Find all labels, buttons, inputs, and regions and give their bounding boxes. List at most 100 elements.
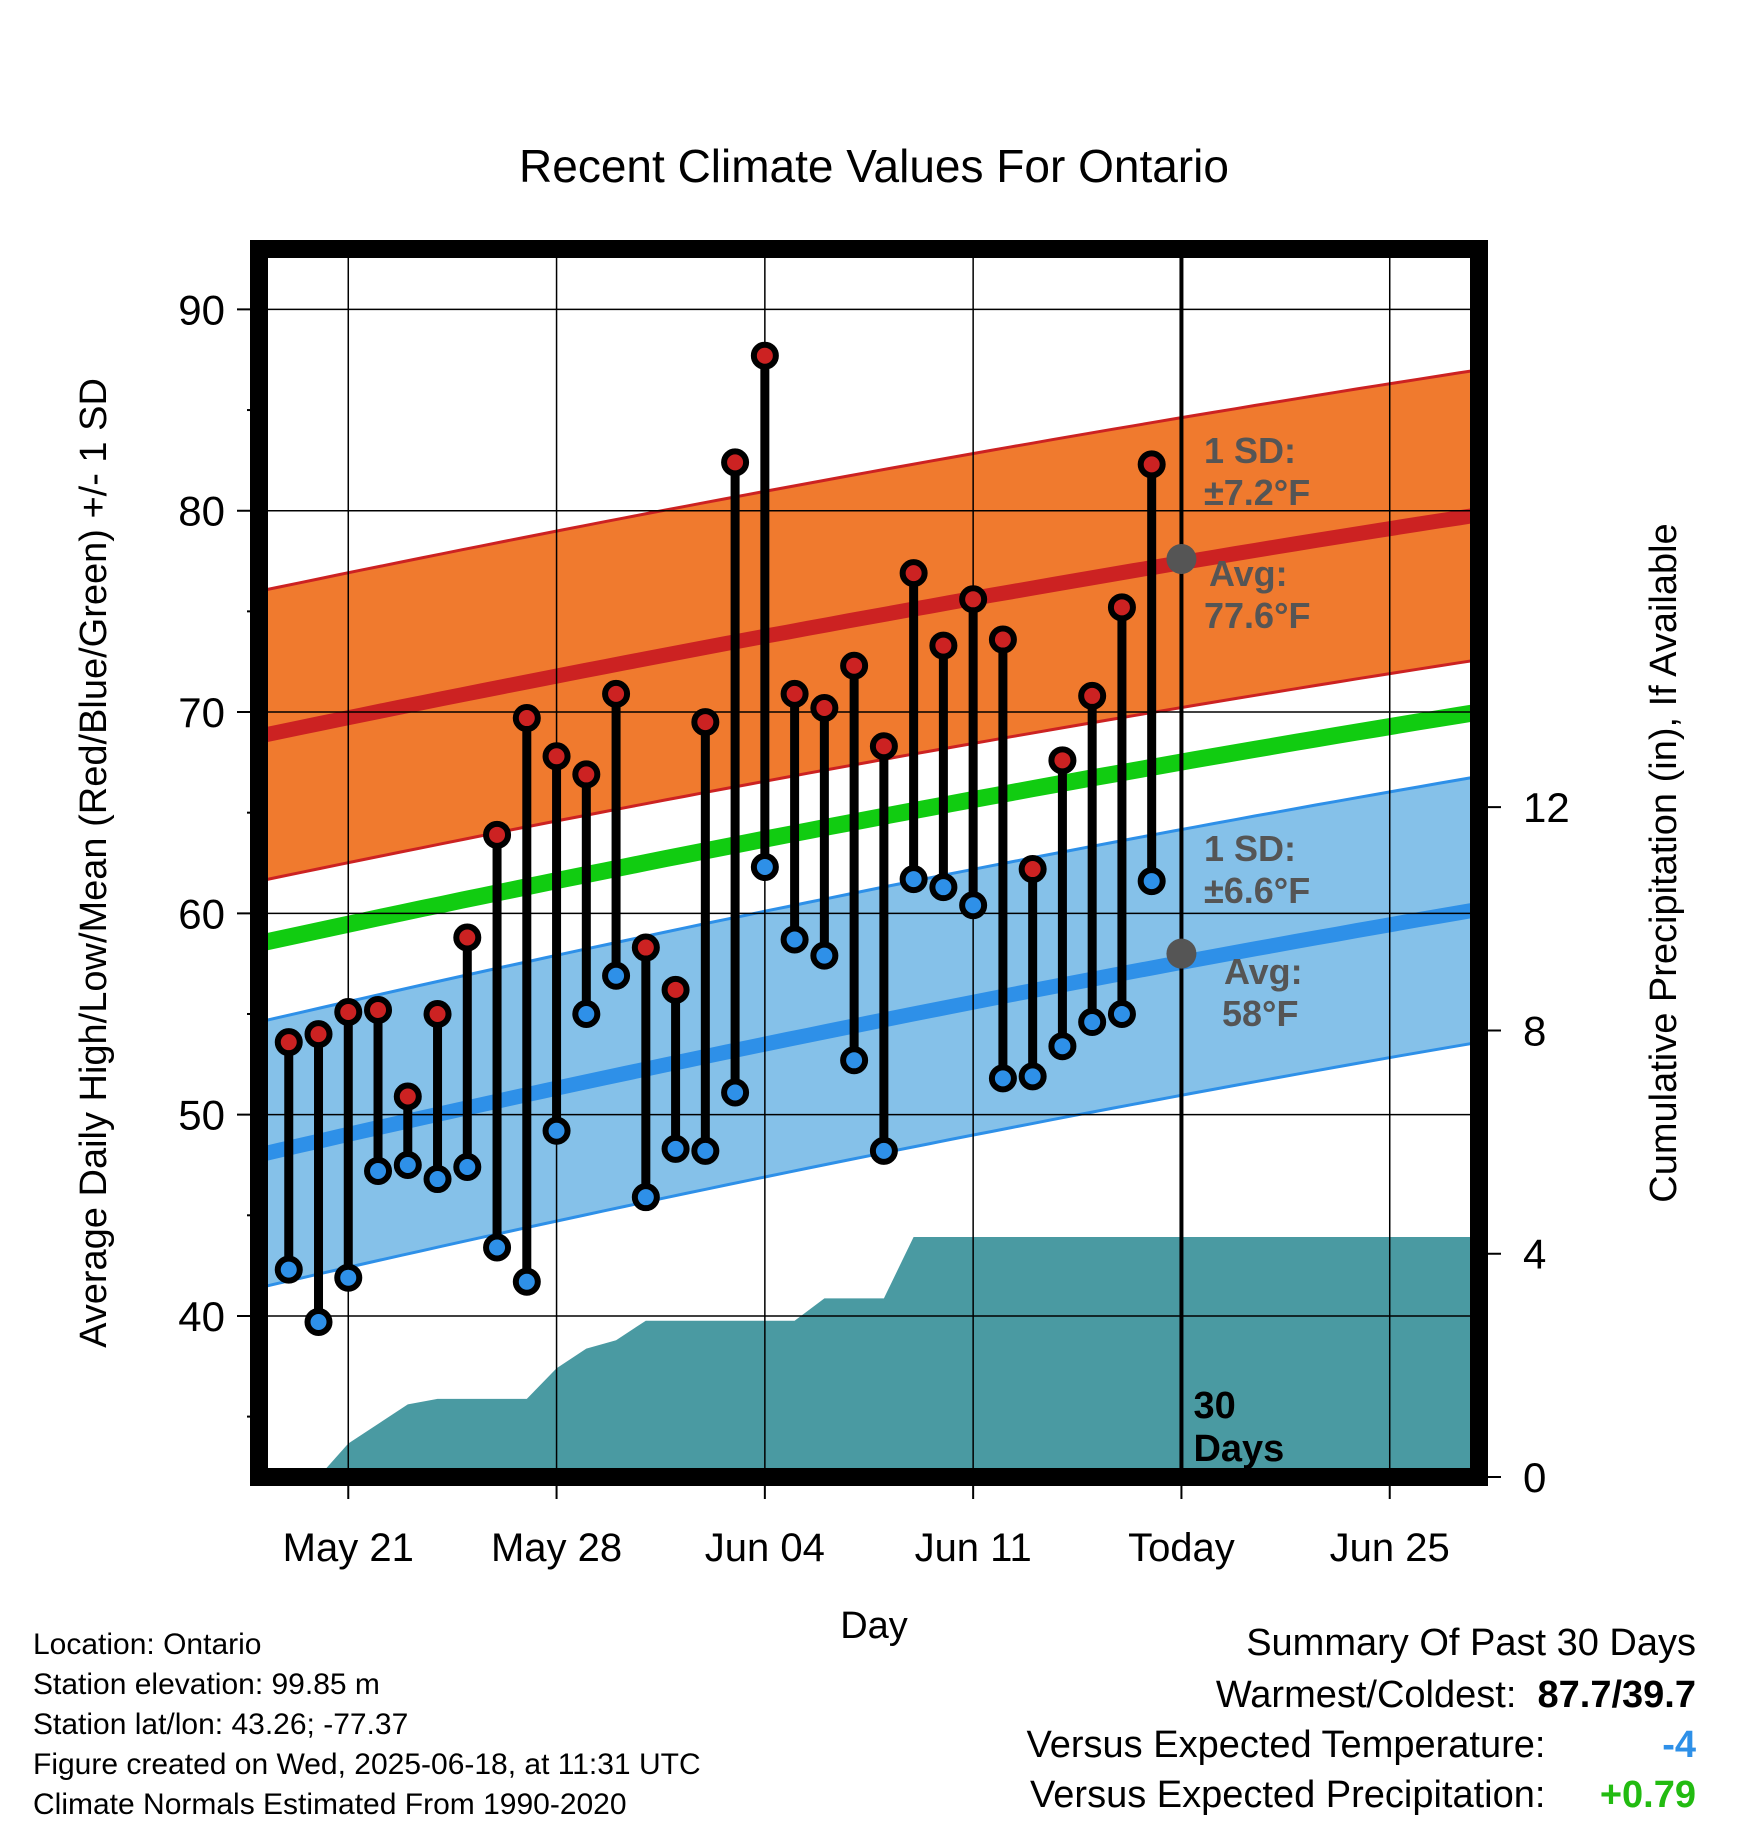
daily-low-point bbox=[840, 1046, 869, 1075]
x-tick-label: Jun 11 bbox=[915, 1526, 1032, 1570]
daily-low-point bbox=[304, 1307, 333, 1336]
today-high-normal-marker bbox=[1166, 544, 1197, 575]
daily-low-point bbox=[1078, 1008, 1107, 1037]
y-tick-label: 40 bbox=[178, 1293, 225, 1340]
daily-high-point bbox=[988, 625, 1017, 654]
daily-high-point bbox=[423, 999, 452, 1028]
info-latlon: Station lat/lon: 43.26; -77.37 bbox=[33, 1708, 409, 1741]
plot-frame bbox=[250, 240, 1488, 1486]
daily-low-point bbox=[1018, 1062, 1047, 1091]
daily-low-point bbox=[483, 1233, 512, 1262]
daily-low-point bbox=[1107, 999, 1136, 1028]
low-band-lower bbox=[259, 1040, 1479, 1290]
summary-precip-label: Versus Expected Precipitation: bbox=[1030, 1774, 1546, 1816]
daily-high-point bbox=[899, 559, 928, 588]
daily-high-point bbox=[840, 651, 869, 680]
y2-axis-label: Cumulative Precipitation (in), If Availa… bbox=[1643, 523, 1685, 1202]
low-avg-label: Avg: bbox=[1224, 951, 1303, 992]
daily-low-point bbox=[810, 941, 839, 970]
summary-heading: Summary Of Past 30 Days bbox=[1246, 1622, 1696, 1664]
x-axis-label: Day bbox=[840, 1605, 908, 1647]
daily-low-point bbox=[274, 1255, 303, 1284]
daily-high-point bbox=[631, 933, 660, 962]
mean-normal-line bbox=[259, 703, 1479, 952]
daily-low-point bbox=[959, 891, 988, 920]
summary-temp-label: Versus Expected Temperature: bbox=[1026, 1724, 1546, 1766]
low-band-upper bbox=[259, 774, 1479, 1024]
x-tick-label: Jun 25 bbox=[1330, 1526, 1450, 1570]
high-band-upper bbox=[259, 368, 1479, 593]
daily-high-point bbox=[691, 708, 720, 737]
summary-precip: Versus Expected Precipitation: +0.79 bbox=[1030, 1772, 1696, 1818]
x-tick-label: May 28 bbox=[491, 1526, 622, 1570]
daily-low-point bbox=[393, 1150, 422, 1179]
summary-warmest-label: Warmest/Coldest: bbox=[1215, 1674, 1517, 1716]
y2-tick-label: 12 bbox=[1523, 784, 1570, 831]
high-sd-value: ±7.2°F bbox=[1204, 472, 1310, 513]
y2-tick-label: 4 bbox=[1523, 1231, 1546, 1278]
daily-low-point bbox=[869, 1136, 898, 1165]
low-normal-line bbox=[259, 901, 1479, 1163]
daily-low-point bbox=[899, 865, 928, 894]
daily-low-point bbox=[631, 1183, 660, 1212]
y-axis-label: Average Daily High/Low/Mean (Red/Blue/Gr… bbox=[73, 378, 115, 1348]
daily-low-point bbox=[572, 999, 601, 1028]
daily-low-point bbox=[721, 1078, 750, 1107]
today-window-count: 30 bbox=[1193, 1385, 1235, 1427]
summary-warmest-value: 87.7/39.7 bbox=[1537, 1674, 1696, 1716]
daily-high-point bbox=[1018, 855, 1047, 884]
daily-low-point bbox=[691, 1136, 720, 1165]
daily-high-point bbox=[1078, 681, 1107, 710]
daily-low-point bbox=[1137, 867, 1166, 896]
daily-high-point bbox=[572, 760, 601, 789]
daily-low-point bbox=[661, 1134, 690, 1163]
daily-high-point bbox=[304, 1020, 333, 1049]
daily-low-point bbox=[453, 1152, 482, 1181]
daily-high-point bbox=[1107, 593, 1136, 622]
daily-high-point bbox=[274, 1028, 303, 1057]
high-sd-label: 1 SD: bbox=[1204, 430, 1296, 471]
daily-high-point bbox=[453, 923, 482, 952]
daily-high-point bbox=[810, 693, 839, 722]
y-tick-label: 80 bbox=[178, 488, 225, 535]
daily-low-point bbox=[750, 853, 779, 882]
daily-high-point bbox=[542, 742, 571, 771]
low-sd-value: ±6.6°F bbox=[1204, 870, 1310, 911]
daily-high-point bbox=[929, 631, 958, 660]
daily-high-point bbox=[483, 820, 512, 849]
high-normal-line bbox=[259, 507, 1479, 744]
info-normals: Climate Normals Estimated From 1990-2020 bbox=[33, 1788, 627, 1821]
daily-low-point bbox=[780, 925, 809, 954]
daily-high-point bbox=[364, 995, 393, 1024]
daily-high-point bbox=[393, 1082, 422, 1111]
daily-low-point bbox=[602, 961, 631, 990]
info-location: Location: Ontario bbox=[33, 1628, 262, 1661]
daily-high-point bbox=[334, 997, 363, 1026]
y-tick-label: 70 bbox=[178, 689, 225, 736]
daily-low-point bbox=[334, 1263, 363, 1292]
y-tick-label: 50 bbox=[178, 1092, 225, 1139]
daily-high-point bbox=[869, 732, 898, 761]
y2-tick-label: 0 bbox=[1523, 1454, 1546, 1501]
x-tick-label: Today bbox=[1128, 1526, 1235, 1570]
daily-low-point bbox=[929, 873, 958, 902]
daily-high-point bbox=[1048, 746, 1077, 775]
high-band-lower bbox=[259, 658, 1479, 883]
today-window-unit: Days bbox=[1193, 1428, 1284, 1470]
x-tick-label: Jun 04 bbox=[705, 1526, 825, 1570]
low-sd-label: 1 SD: bbox=[1204, 828, 1296, 869]
daily-low-point bbox=[988, 1064, 1017, 1093]
low-band bbox=[259, 776, 1479, 1288]
y-tick-label: 90 bbox=[178, 286, 225, 333]
info-created: Figure created on Wed, 2025-06-18, at 11… bbox=[33, 1748, 701, 1781]
daily-low-point bbox=[542, 1116, 571, 1145]
summary-temp-value: -4 bbox=[1662, 1724, 1696, 1766]
high-avg-value: 77.6°F bbox=[1204, 595, 1310, 636]
chart-title: Recent Climate Values For Ontario bbox=[519, 140, 1229, 192]
y2-tick-label: 8 bbox=[1523, 1007, 1546, 1054]
x-tick-label: May 21 bbox=[283, 1526, 414, 1570]
daily-high-point bbox=[780, 679, 809, 708]
daily-high-point bbox=[512, 704, 541, 733]
